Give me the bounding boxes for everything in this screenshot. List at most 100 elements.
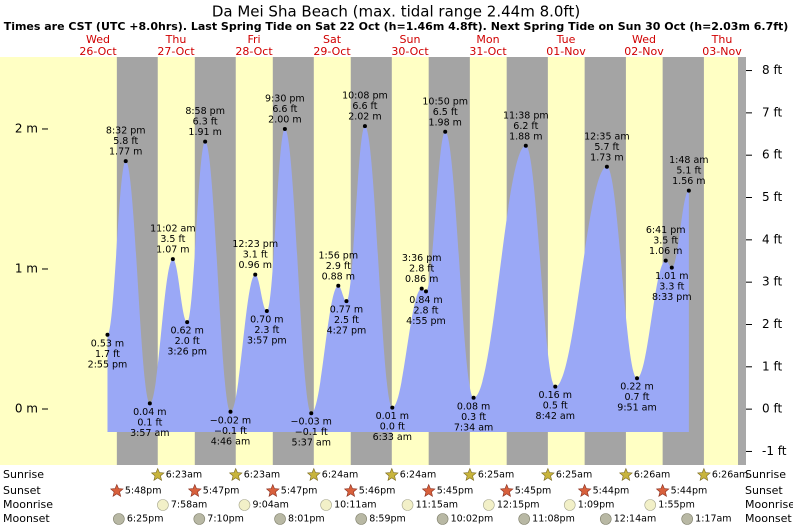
day-date: 03-Nov (702, 45, 742, 58)
row-label: Sunset (3, 484, 41, 497)
event-time: 6:25pm (127, 514, 164, 525)
y2-tick-label: -1 ft (762, 444, 787, 458)
tide-label: 2.0 ft (175, 336, 200, 347)
sunset-icon (109, 483, 124, 497)
tide-label: 2.9 ft (326, 261, 351, 272)
moonrise-icon (563, 499, 576, 511)
chart-subtitle: Times are CST (UTC +8.0hrs). Last Spring… (4, 20, 789, 33)
day-weekday: Fri (247, 33, 260, 46)
tide-label: 9:51 am (617, 403, 656, 414)
tide-label: 0.7 ft (624, 392, 649, 403)
tide-label: 5:37 am (292, 438, 331, 449)
tide-label: 0.77 m (330, 305, 363, 316)
sunset-icon (577, 483, 592, 497)
tide-label: 2.02 m (348, 112, 381, 123)
event-time: 8:01pm (288, 514, 325, 525)
moonrise-icon (320, 499, 332, 511)
tide-point (390, 405, 395, 410)
event-time: 6:24am (400, 470, 436, 481)
tide-label: 5.7 ft (594, 142, 619, 153)
tide-label: 2.5 ft (334, 315, 359, 326)
tide-point (203, 139, 208, 144)
y2-tick-label: 8 ft (762, 63, 782, 77)
tide-label: 6.3 ft (193, 117, 218, 128)
tide-label: 0.96 m (239, 260, 272, 271)
tide-label: 2.8 ft (409, 264, 434, 275)
day-date: 30-Oct (391, 45, 429, 58)
event-time: 6:26am (712, 470, 748, 481)
day-date: 27-Oct (157, 45, 195, 58)
y2-tick-label: 3 ft (762, 275, 782, 289)
tide-label: 3:57 am (130, 428, 169, 439)
y2-tick-label: 6 ft (762, 148, 782, 162)
tide-label: 6.6 ft (352, 101, 377, 112)
tide-label: 0.01 m (376, 411, 409, 422)
tide-label: 0.04 m (133, 407, 166, 418)
sunset-icon (499, 483, 514, 497)
tide-label: 0.22 m (620, 382, 653, 393)
event-time: 5:48pm (125, 486, 162, 497)
moonset-icon (113, 513, 125, 525)
tide-label: 10:08 pm (342, 91, 388, 102)
tide-point (282, 126, 287, 131)
moonset-icon (518, 513, 530, 525)
axis-strip (738, 57, 746, 465)
tide-label: 0.5 ft (543, 401, 568, 412)
tide-label: 3:26 pm (167, 347, 207, 358)
y2-tick-label: 0 ft (762, 402, 782, 416)
day-date: 29-Oct (313, 45, 351, 58)
event-time: 5:44pm (593, 486, 630, 497)
day-weekday: Mon (476, 33, 499, 46)
tide-label: 11:02 am (150, 224, 195, 235)
event-time: 11:15am (416, 500, 458, 511)
moonset-icon (274, 513, 286, 525)
tide-point (309, 411, 314, 416)
event-time: 10:11am (334, 500, 376, 511)
tide-label: −0.1 ft (214, 426, 247, 437)
tide-point (669, 265, 674, 270)
tide-label: −0.02 m (210, 415, 251, 426)
tide-point (523, 143, 528, 148)
tide-point (123, 159, 128, 164)
tide-label: 1.98 m (428, 117, 461, 128)
moonrise-icon (644, 499, 657, 511)
y2-tick-label: 1 ft (762, 359, 782, 373)
sunrise-icon (384, 467, 399, 481)
sunrise-icon (228, 467, 243, 481)
event-time: 6:26am (634, 470, 670, 481)
event-time: 7:58am (171, 500, 207, 511)
event-time: 6:25am (556, 470, 592, 481)
tide-label: 1.7 ft (95, 349, 120, 360)
sunrise-icon (150, 467, 165, 481)
tide-label: 0.84 m (409, 295, 442, 306)
day-date: 02-Nov (624, 45, 664, 58)
tide-area (107, 126, 689, 432)
sunset-icon (421, 483, 436, 497)
sunrise-icon (540, 467, 555, 481)
moonrise-icon (483, 499, 495, 511)
row-label-right: Moonrise (745, 498, 793, 511)
tide-point (105, 332, 110, 337)
day-weekday: Sun (400, 33, 421, 46)
row-label-right: Sunrise (745, 468, 786, 481)
tide-point (635, 376, 640, 381)
tide-label: 6.6 ft (272, 104, 297, 115)
y2-tick-label: 5 ft (762, 190, 782, 204)
tide-label: 1.07 m (156, 245, 189, 256)
tide-label: 3:57 pm (247, 335, 287, 346)
tide-label: 0.1 ft (137, 417, 162, 428)
tide-label: 1.56 m (672, 176, 705, 187)
tide-label: 8:42 am (536, 411, 575, 422)
tide-label: 2.8 ft (413, 305, 438, 316)
event-time: 6:23am (166, 470, 202, 481)
sunrise-icon (462, 467, 477, 481)
tide-point (228, 409, 233, 414)
tide-label: 12:23 pm (232, 239, 278, 250)
tide-label: 5.1 ft (676, 166, 701, 177)
tide-label: 9:30 pm (265, 93, 305, 104)
sunset-icon (655, 483, 670, 497)
tide-point (264, 308, 269, 313)
event-time: 1:09pm (578, 500, 615, 511)
tide-point (185, 320, 190, 325)
